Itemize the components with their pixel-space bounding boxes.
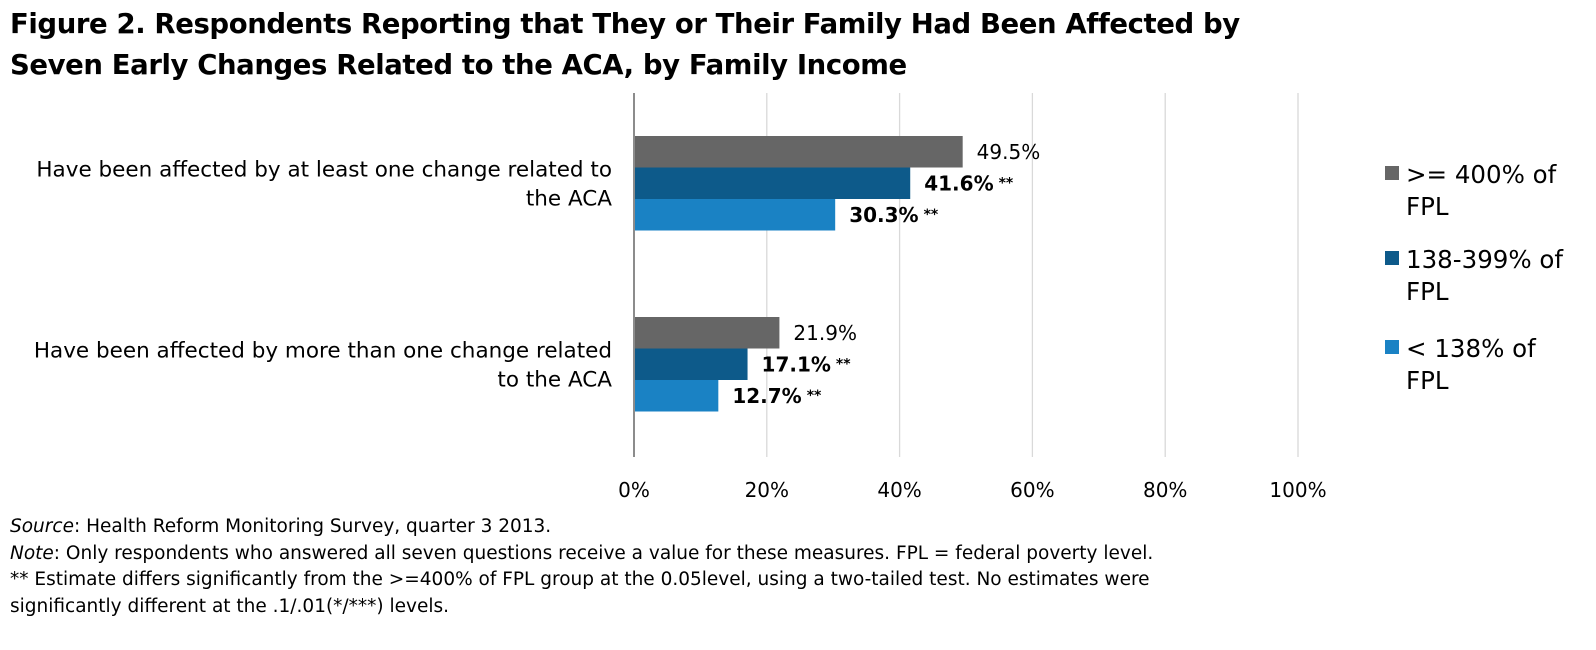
legend-label: >= 400% of bbox=[1406, 160, 1558, 189]
legend-label: 138-399% of bbox=[1406, 245, 1564, 274]
x-tick-label: 0% bbox=[618, 478, 650, 502]
category-label: the ACA bbox=[526, 186, 612, 211]
legend-swatch bbox=[1385, 166, 1399, 180]
category-label: Have been affected by more than one chan… bbox=[34, 338, 612, 363]
data-label: 12.7% ** bbox=[732, 384, 822, 408]
legend-swatch bbox=[1385, 251, 1399, 265]
legend-label: < 138% of bbox=[1406, 334, 1537, 363]
significance-line-1: ** Estimate differs significantly from t… bbox=[10, 569, 1150, 590]
data-label: 30.3% ** bbox=[849, 203, 939, 227]
data-label: 49.5% bbox=[977, 140, 1041, 164]
bar bbox=[635, 167, 911, 199]
chart-notes: Source: Health Reform Monitoring Survey,… bbox=[10, 514, 1410, 620]
data-label: 17.1% ** bbox=[762, 352, 852, 376]
x-tick-label: 100% bbox=[1269, 478, 1326, 502]
axes: 0% 20% 40% 60% 80% 100% bbox=[618, 93, 1327, 502]
note-text: : Only respondents who answered all seve… bbox=[53, 542, 1154, 564]
legend-label: FPL bbox=[1406, 192, 1449, 221]
bar bbox=[635, 380, 719, 412]
x-tick-label: 80% bbox=[1143, 478, 1187, 502]
bar bbox=[635, 136, 963, 168]
legend-swatch bbox=[1385, 340, 1399, 354]
bar bbox=[635, 199, 836, 231]
labels: 49.5% 41.6% ** 30.3% ** Have been affected by… bbox=[34, 140, 1040, 408]
bar bbox=[635, 317, 780, 349]
chart-title-line-1: Figure 2. Respondents Reporting that The… bbox=[10, 8, 1240, 40]
chart-title: Figure 2. Respondents Reporting that The… bbox=[10, 4, 1570, 86]
x-tick-label: 40% bbox=[877, 478, 921, 502]
bars bbox=[635, 136, 963, 412]
chart-title-line-2: Seven Early Changes Related to the ACA, … bbox=[10, 49, 907, 81]
data-label: 21.9% bbox=[793, 321, 857, 345]
note-label: Note bbox=[10, 542, 54, 564]
significance-line-2: significantly different at the .1/.01(*/… bbox=[10, 595, 450, 617]
source-text: : Health Reform Monitoring Survey, quart… bbox=[73, 516, 552, 537]
bar bbox=[635, 348, 748, 380]
legend-label: FPL bbox=[1406, 366, 1449, 395]
source-line: Source: Health Reform Monitoring Survey,… bbox=[10, 514, 1410, 541]
legend-label: FPL bbox=[1406, 277, 1449, 306]
note-line: Note: Only respondents who answered all … bbox=[10, 541, 1410, 568]
category-label: Have been affected by at least one chang… bbox=[36, 157, 612, 182]
legend: >= 400% of FPL 138-399% of FPL < 138% of FPL bbox=[1385, 160, 1564, 395]
x-tick-label: 20% bbox=[745, 478, 789, 502]
category-label: to the ACA bbox=[497, 367, 612, 392]
data-label: 41.6% ** bbox=[924, 171, 1014, 195]
x-tick-label: 60% bbox=[1010, 478, 1054, 502]
source-label: Source bbox=[10, 516, 74, 537]
